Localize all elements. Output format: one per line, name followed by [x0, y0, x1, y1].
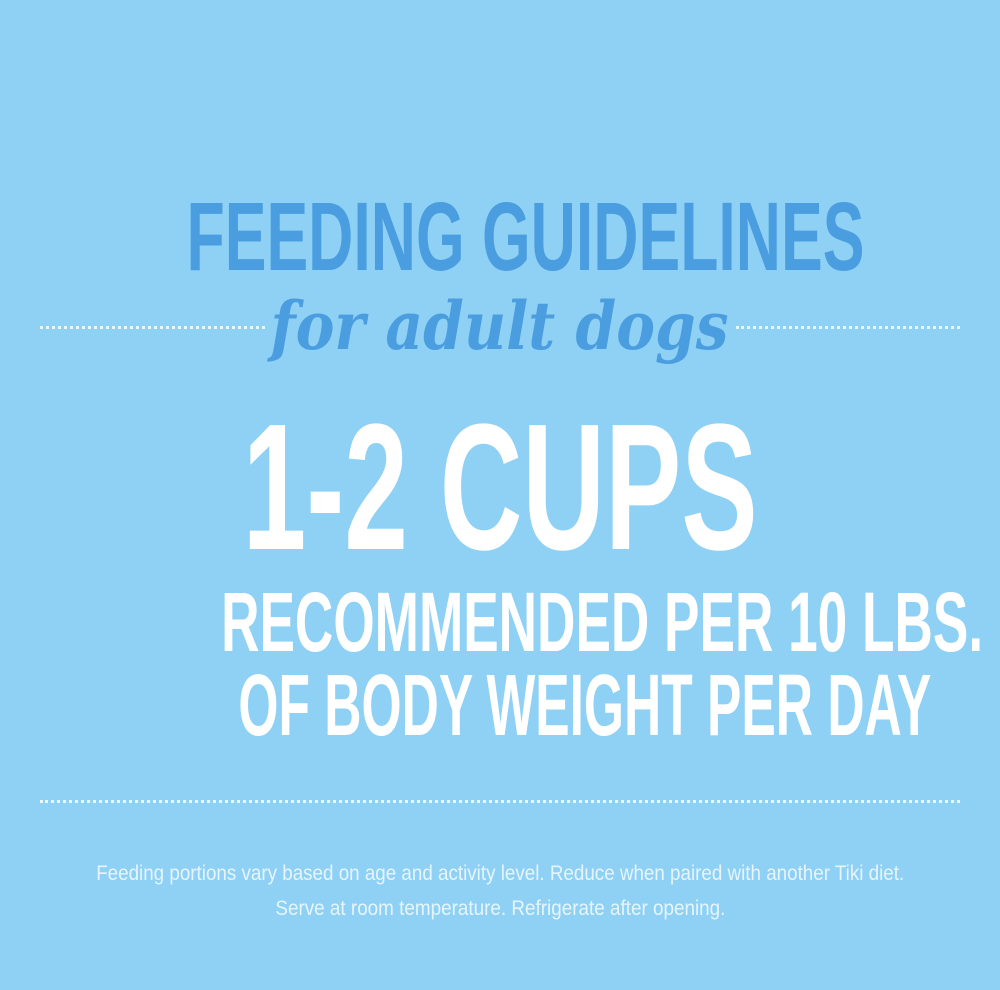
subtitle-text: for adult dogs	[270, 287, 729, 365]
recommendation-text-1: RECOMMENDED PER 10 LBS.	[221, 575, 984, 669]
recommendation-line-2: OF BODY WEIGHT PER DAY	[0, 662, 1000, 749]
note-text-1: Feeding portions vary based on age and a…	[96, 862, 904, 885]
dotted-divider-bottom	[40, 800, 960, 803]
recommendation-line-1: RECOMMENDED PER 10 LBS.	[0, 580, 1000, 664]
dotted-divider-right	[736, 326, 960, 329]
subtitle: for adult dogs	[0, 286, 1000, 366]
dotted-divider-left	[40, 326, 265, 329]
note-text-2: Serve at room temperature. Refrigerate a…	[274, 897, 725, 920]
amount-text: 1-2 CUPS	[242, 387, 758, 588]
title-text: FEEDING GUIDELINES	[186, 182, 865, 291]
recommendation-text-2: OF BODY WEIGHT PER DAY	[238, 657, 932, 754]
note-line-1: Feeding portions vary based on age and a…	[0, 862, 1000, 886]
note-line-2: Serve at room temperature. Refrigerate a…	[0, 897, 1000, 921]
amount-heading: 1-2 CUPS	[0, 398, 1000, 578]
title: FEEDING GUIDELINES	[0, 188, 1000, 285]
